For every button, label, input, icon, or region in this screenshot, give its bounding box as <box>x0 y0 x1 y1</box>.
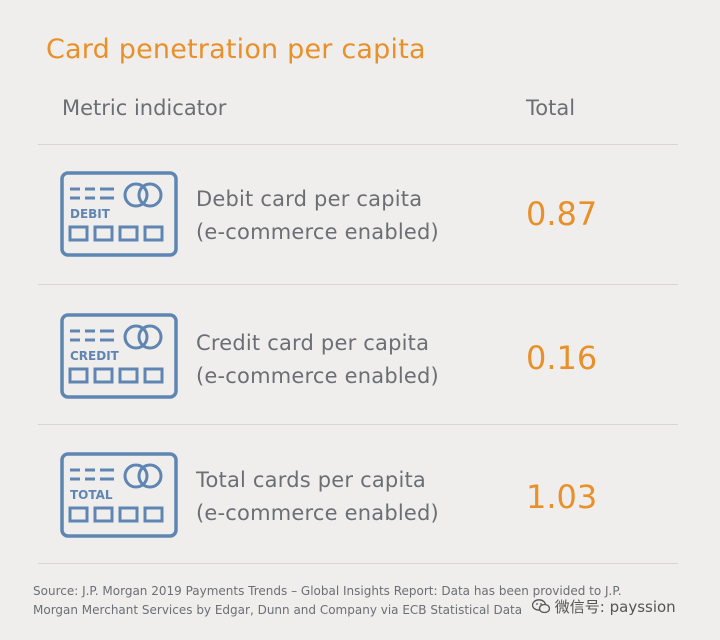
metric-label-line2: (e-commerce enabled) <box>196 501 439 525</box>
metric-value: 0.16 <box>526 339 598 377</box>
credit-card-icon: CREDIT <box>60 313 178 399</box>
metric-label: Credit card per capita (e-commerce enabl… <box>196 327 439 393</box>
source-note-line1: Source: J.P. Morgan 2019 Payments Trends… <box>33 584 622 598</box>
card-icon-text: CREDIT <box>70 349 120 363</box>
metric-value: 1.03 <box>526 478 598 516</box>
source-note-line2: Morgan Merchant Services by Edgar, Dunn … <box>33 603 523 617</box>
total-card-icon: TOTAL <box>60 452 178 538</box>
wechat-icon <box>531 599 551 614</box>
row-divider <box>38 424 678 425</box>
debit-card-icon: DEBIT <box>60 171 178 257</box>
watermark-text: 微信号: payssion <box>554 598 676 616</box>
row-divider <box>38 284 678 285</box>
page-title: Card penetration per capita <box>46 34 426 65</box>
metric-label-line2: (e-commerce enabled) <box>196 220 439 244</box>
card-icon-text: TOTAL <box>70 488 113 502</box>
metric-label: Debit card per capita (e-commerce enable… <box>196 183 439 249</box>
watermark: 微信号: payssion <box>531 596 676 617</box>
table-row: CREDIT Credit card per capita (e-commerc… <box>38 285 678 425</box>
card-icon-text: DEBIT <box>70 207 111 221</box>
metric-value: 0.87 <box>526 195 598 233</box>
metric-label-line1: Credit card per capita <box>196 331 430 355</box>
metric-label: Total cards per capita (e-commerce enabl… <box>196 464 439 530</box>
column-header-total: Total <box>526 96 576 120</box>
header-divider <box>38 144 678 145</box>
column-header-metric: Metric indicator <box>62 96 227 120</box>
table-row: TOTAL Total cards per capita (e-commerce… <box>38 425 678 565</box>
metric-label-line1: Total cards per capita <box>196 468 426 492</box>
metric-label-line2: (e-commerce enabled) <box>196 364 439 388</box>
footer-divider <box>38 563 678 564</box>
metric-label-line1: Debit card per capita <box>196 187 423 211</box>
table-row: DEBIT Debit card per capita (e-commerce … <box>38 145 678 285</box>
source-note: Source: J.P. Morgan 2019 Payments Trends… <box>33 582 622 620</box>
